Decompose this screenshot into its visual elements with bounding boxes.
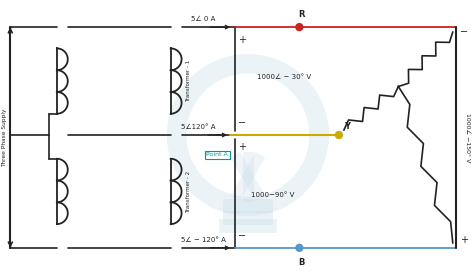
Text: Transformer - 1: Transformer - 1 [186, 60, 191, 102]
Text: 1000∠ −150° V: 1000∠ −150° V [465, 113, 470, 162]
Text: 5∠ 0 A: 5∠ 0 A [191, 16, 216, 22]
Circle shape [296, 244, 303, 251]
Text: −: − [460, 27, 468, 37]
Text: +: + [238, 142, 246, 152]
Text: B: B [298, 258, 304, 267]
Text: −: − [238, 231, 246, 241]
Text: Point A: Point A [206, 152, 228, 157]
Text: −: − [238, 118, 246, 128]
Text: R: R [298, 10, 305, 19]
Text: +: + [460, 235, 468, 245]
Text: 1000−90° V: 1000−90° V [251, 192, 294, 198]
Text: +: + [238, 35, 246, 45]
Text: Transformer - 2: Transformer - 2 [186, 170, 191, 212]
Text: 5∠ − 120° A: 5∠ − 120° A [181, 237, 226, 243]
Circle shape [296, 24, 303, 31]
Text: Three Phase Supply: Three Phase Supply [2, 108, 7, 167]
Text: 5∠120° A: 5∠120° A [181, 124, 216, 130]
Circle shape [336, 131, 342, 138]
Text: Y: Y [344, 122, 350, 131]
Text: 1000∠ − 30° V: 1000∠ − 30° V [257, 74, 311, 80]
